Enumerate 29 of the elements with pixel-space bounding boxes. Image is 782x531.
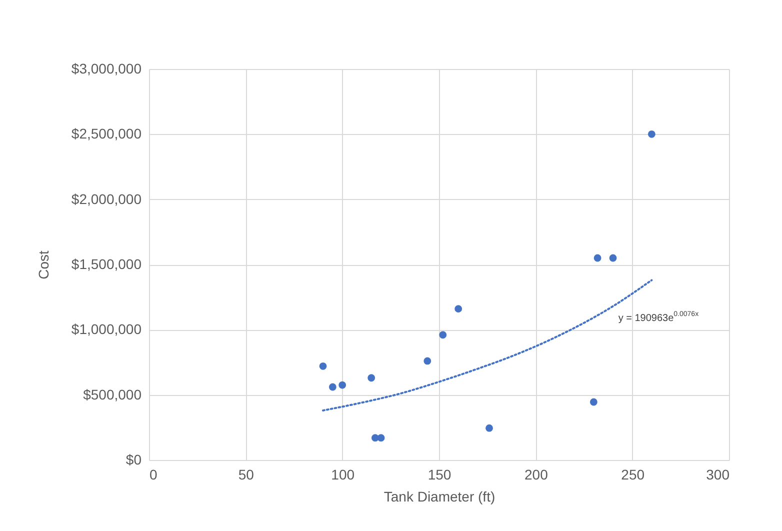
point xyxy=(594,254,602,262)
y-tick-label: $2,000,000 xyxy=(71,190,142,207)
y-tick-label: $0 xyxy=(126,452,142,468)
x-tick-label: 50 xyxy=(238,466,254,482)
y-tick-label: $500,000 xyxy=(83,386,142,402)
y-tick-label: $1,500,000 xyxy=(71,256,142,272)
y-axis-title: Cost xyxy=(35,250,52,280)
y-tick-label: $1,000,000 xyxy=(71,321,142,338)
point xyxy=(377,434,385,442)
point xyxy=(338,381,346,389)
point xyxy=(590,398,598,406)
point xyxy=(328,383,336,391)
point xyxy=(368,374,376,382)
point xyxy=(439,331,447,339)
point xyxy=(609,254,617,262)
x-tick-label: 100 xyxy=(331,466,355,482)
x-tick-label: 200 xyxy=(524,466,548,482)
x-tick-label: 0 xyxy=(150,466,158,482)
point xyxy=(454,305,462,313)
y-tick-label: $2,500,000 xyxy=(71,126,142,142)
x-tick-label: 250 xyxy=(621,466,645,482)
point xyxy=(486,424,493,432)
point xyxy=(648,130,656,138)
point xyxy=(424,357,432,365)
x-axis-title: Tank Diameter (ft) xyxy=(384,488,496,504)
x-tick-label: 150 xyxy=(428,466,452,482)
y-tick-label: $3,000,000 xyxy=(71,60,142,76)
point xyxy=(319,362,327,370)
x-tick-label: 300 xyxy=(706,466,730,482)
